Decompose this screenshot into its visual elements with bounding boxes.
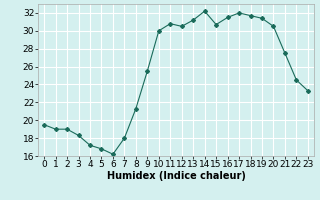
X-axis label: Humidex (Indice chaleur): Humidex (Indice chaleur)	[107, 171, 245, 181]
